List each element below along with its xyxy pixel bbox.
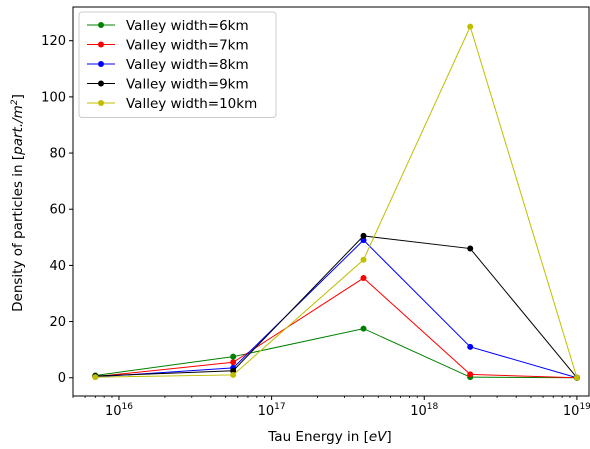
x-tick-label: 1016 — [105, 402, 133, 419]
y-tick-label: 120 — [41, 34, 66, 49]
data-point-s1-3 — [360, 325, 367, 332]
legend-box — [78, 11, 277, 118]
legend-marker-2 — [98, 41, 104, 48]
y-tick-label: 40 — [49, 259, 66, 274]
y-tick-label: 60 — [49, 203, 66, 218]
y-tick-label: 100 — [41, 90, 66, 105]
x-tick-label: 1018 — [410, 402, 438, 419]
tick-layer: 0 20 40 60 80 100 120 1016 1017 1018 1019 — [41, 34, 590, 419]
y-tick-label: 0 — [58, 371, 66, 386]
data-point-s1-2 — [230, 353, 237, 360]
legend-marker-4 — [98, 80, 104, 87]
x-axis-title: Tau Energy in [eV] — [267, 429, 391, 445]
legend-marker-3 — [98, 61, 104, 67]
data-point-s2-4 — [467, 371, 474, 378]
data-point-s3-3 — [360, 237, 367, 244]
data-point-s5-2 — [230, 371, 237, 378]
legend-label-3: Valley width=8km — [126, 57, 249, 73]
data-point-s2-3 — [360, 275, 367, 282]
data-point-s3-4 — [467, 343, 474, 350]
legend-label-1: Valley width=6km — [126, 18, 249, 34]
legend-label-2: Valley width=7km — [126, 38, 249, 54]
data-point-s4-3 — [360, 232, 367, 239]
legend-marker-5 — [98, 100, 104, 106]
x-tick-label: 1019 — [563, 402, 590, 419]
y-axis-title: Density of particles in [part./m2] — [10, 94, 26, 312]
plot-frame — [72, 6, 590, 397]
data-point-s5-5 — [573, 374, 580, 381]
series-line-1 — [95, 328, 577, 379]
legend-marker-1 — [98, 22, 104, 28]
data-point-s5-3 — [360, 256, 367, 263]
series-line-3 — [95, 239, 578, 379]
legend-label-4: Valley width=9km — [126, 77, 249, 93]
y-tick-label: 20 — [49, 315, 66, 330]
series-line-2 — [95, 277, 577, 379]
legend: Valley width=6km Valley width=7km Valley w… — [78, 11, 277, 118]
data-point-s4-4 — [467, 245, 474, 252]
data-point-s5-4 — [467, 23, 474, 30]
x-tick-label: 1017 — [258, 402, 286, 419]
axes-layer — [72, 6, 590, 397]
y-tick-label: 80 — [49, 147, 66, 162]
legend-label-5: Valley width=10km — [126, 96, 257, 112]
data-point-s2-2 — [230, 359, 237, 366]
data-point-s5-1 — [92, 374, 99, 381]
data-point-s4-2 — [230, 367, 237, 374]
series-layer — [92, 23, 580, 381]
